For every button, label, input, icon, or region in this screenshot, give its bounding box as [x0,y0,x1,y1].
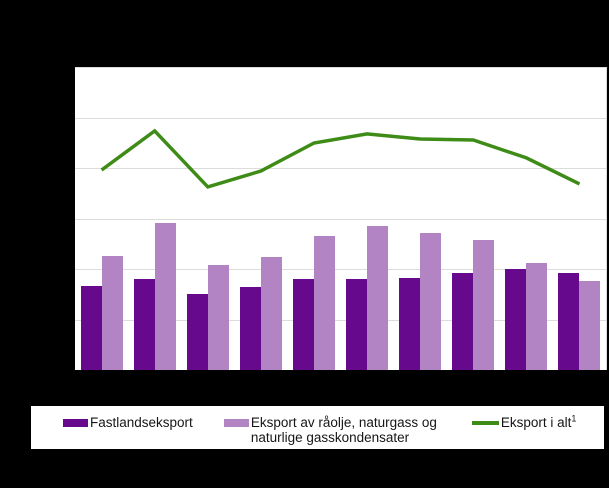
bar [292,279,314,370]
gridline [75,269,606,270]
bar [207,264,229,370]
bar [452,273,474,370]
legend-label-fastlandseksport: Fastlandseksport [90,415,193,430]
bar [260,256,282,370]
footnote-marker: 1 [571,413,577,424]
gridlines [75,67,606,370]
olje-gass-swatch-icon [223,419,249,427]
bar [154,223,176,370]
bar [133,279,155,370]
bars-layer [75,67,606,370]
gridline [75,319,606,321]
bar [399,278,421,370]
gridline [75,168,606,169]
bar [346,279,368,370]
legend-label-olje-gass-line1: Eksport av råolje, naturgass og [250,415,437,430]
legend-item-fastlandseksport: Fastlandseksport [63,415,193,430]
legend-label-olje-gass-line2: naturlige gasskondensater [250,430,410,445]
bar [526,262,548,370]
fastlandseksport-swatch-icon [63,419,88,427]
legend-item-eksport-i-alt: Eksport i alt1 [471,413,577,430]
bar [420,232,442,370]
gridline [75,218,606,220]
bar [558,273,580,370]
eksport-i-alt-line-swatch-icon [471,421,499,425]
bar [186,294,208,370]
bar [367,226,389,370]
gridline [75,67,606,68]
legend: Fastlandseksport Eksport av råolje, natu… [31,406,604,449]
bar [313,235,335,370]
bar [101,256,123,370]
bar [505,269,527,370]
bar [579,281,601,370]
total-exports-line [100,128,581,189]
bar [80,285,102,370]
legend-label-olje-gass: Eksport av råolje, naturgass og naturlig… [251,415,441,445]
legend-label-eksport-i-alt: Eksport i alt1 [500,413,577,430]
plot-area [75,67,607,370]
legend-item-olje-gass: Eksport av råolje, naturgass og naturlig… [223,415,441,445]
legend-label-eksport-i-alt-text: Eksport i alt [500,415,572,430]
bar [473,239,495,370]
bar [239,286,261,370]
gridline [75,117,606,119]
